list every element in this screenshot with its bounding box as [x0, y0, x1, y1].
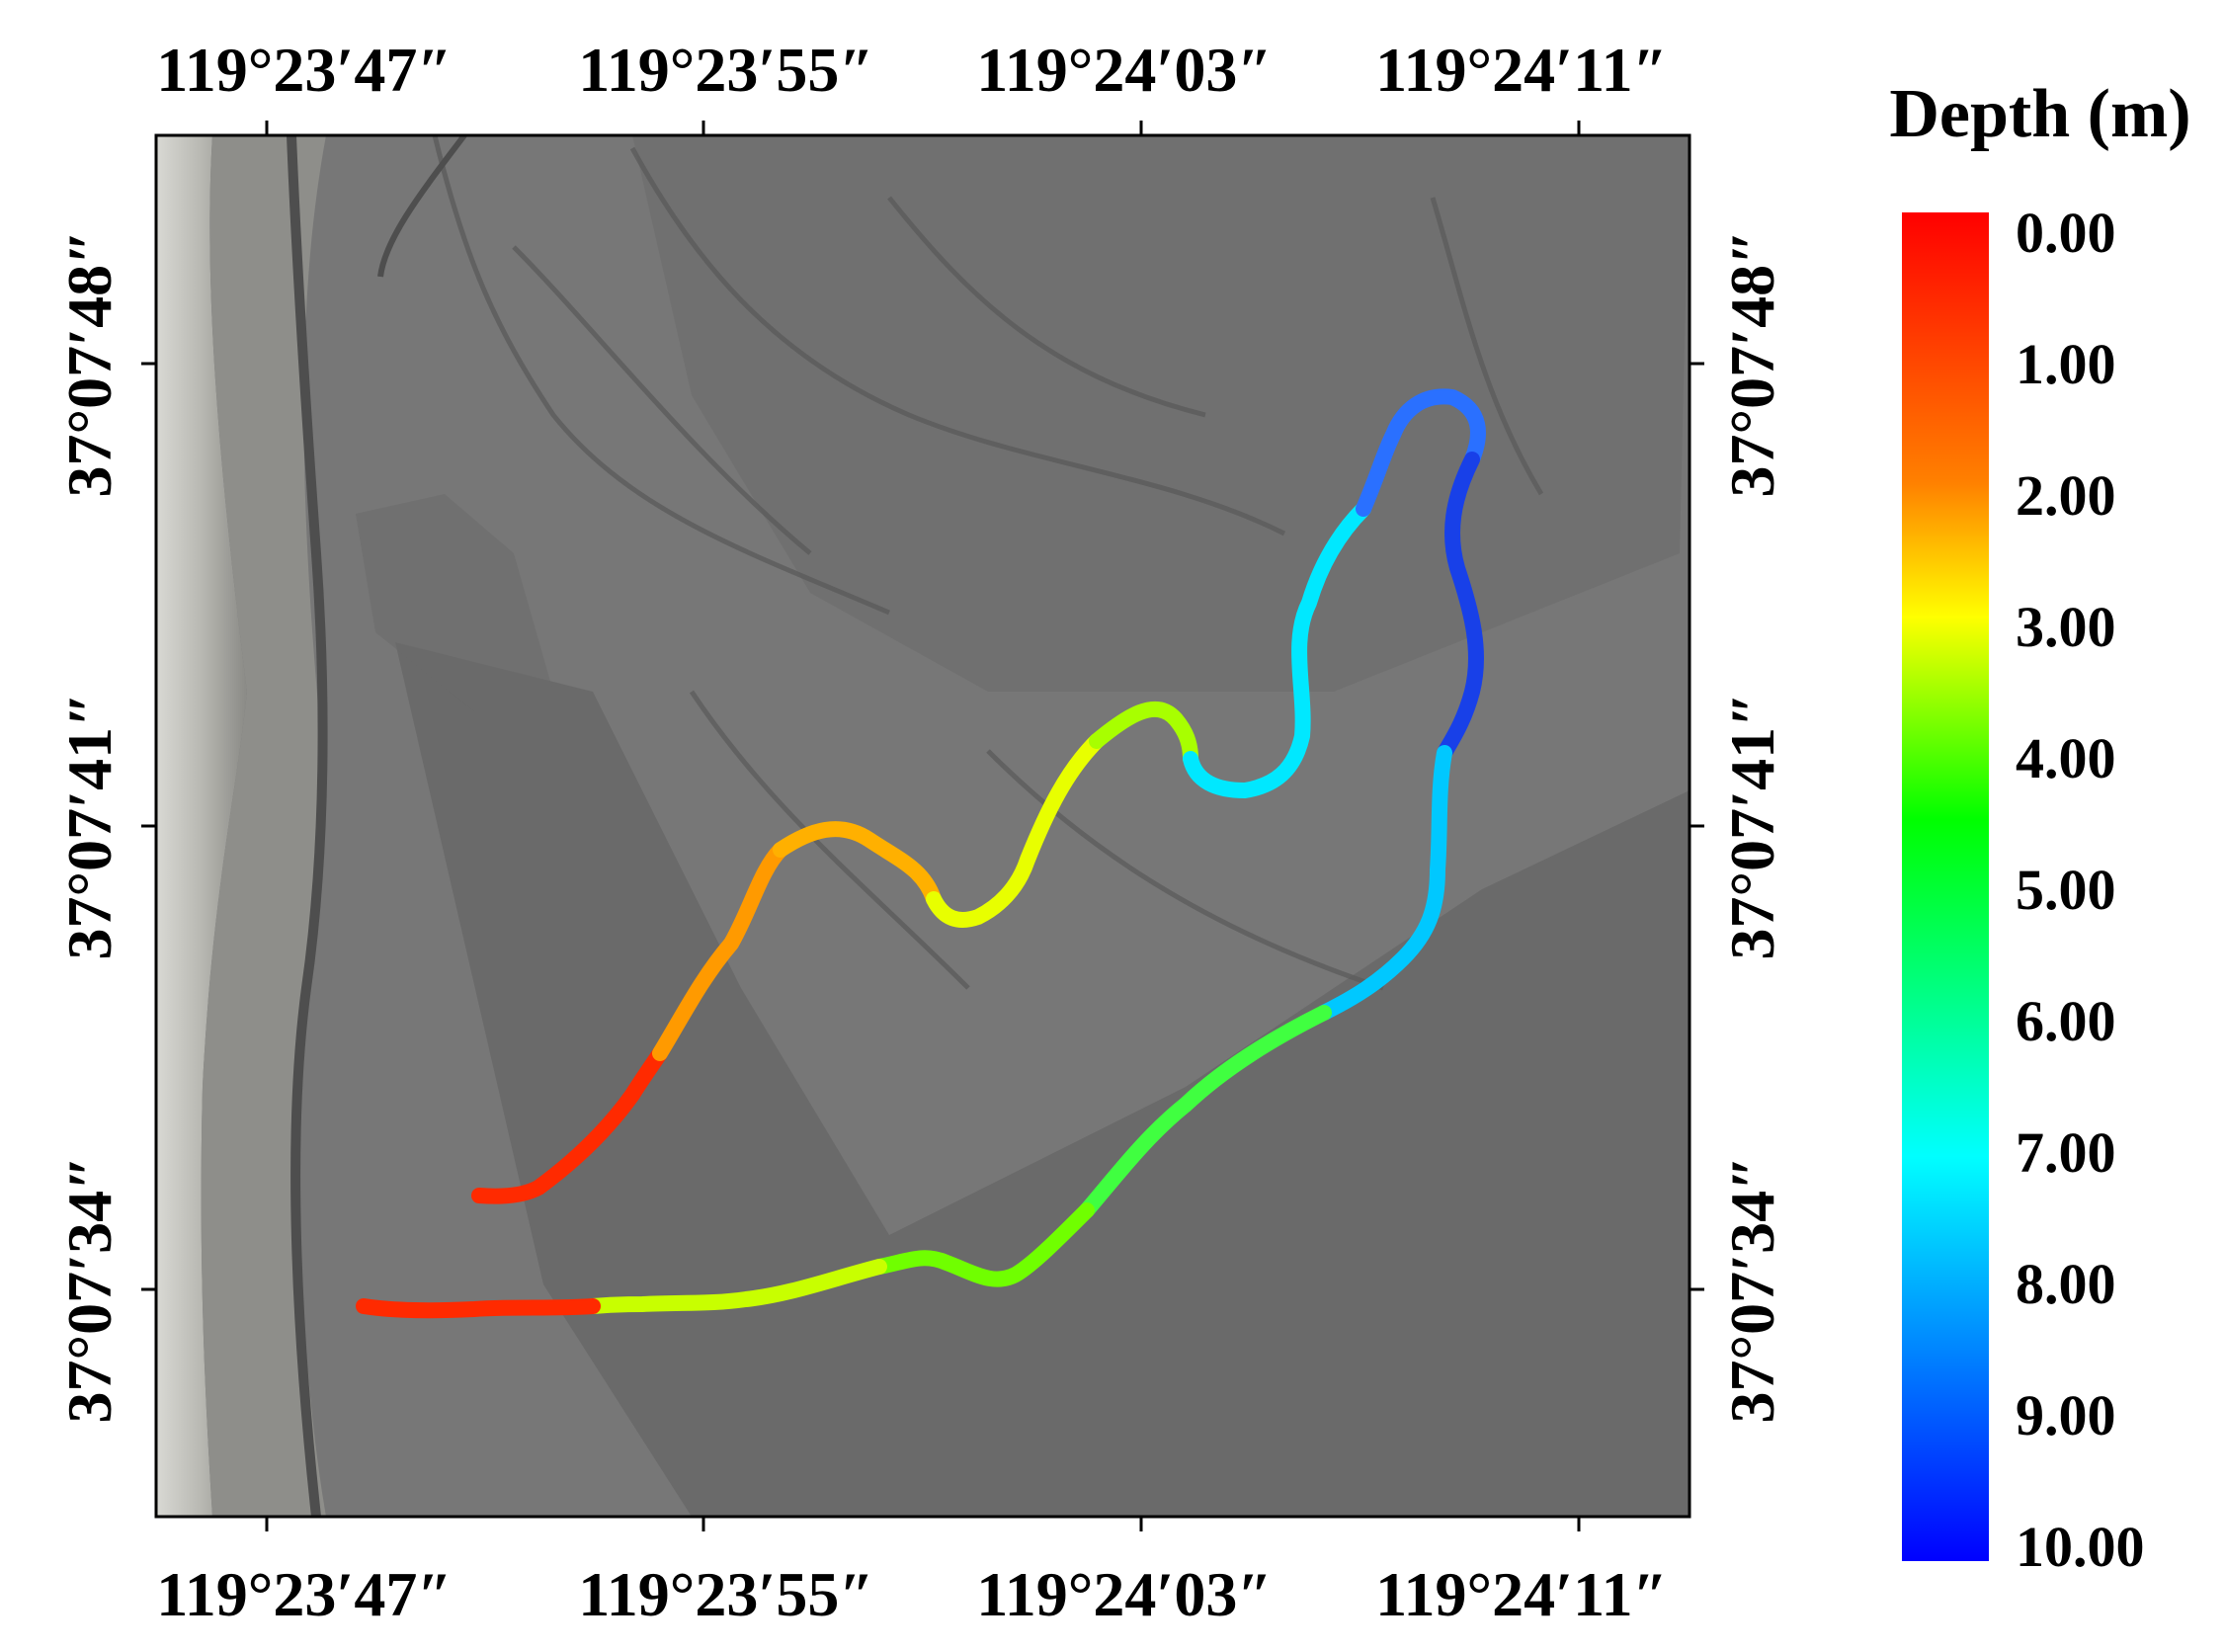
- legend-tick-label: 6.00: [2016, 989, 2116, 1053]
- legend-tick-label: 9.00: [2016, 1383, 2116, 1447]
- channel-lines: [432, 135, 1544, 991]
- top-longitude-labels: 119°23′47″ 119°23′55″ 119°24′03″ 119°24′…: [156, 35, 1668, 105]
- track-segment-shallow-end: [356, 1298, 601, 1319]
- map-ticks: [141, 121, 1704, 1531]
- legend-tick-label: 2.00: [2016, 463, 2116, 528]
- tidal-channel-region: [415, 135, 1689, 692]
- left-latitude-labels: 37°07′48″ 37°07′41″ 37°07′34″: [54, 230, 124, 1424]
- shoreline-sand: [156, 135, 247, 1517]
- bottom-lon-label-2: 119°23′55″: [578, 1559, 873, 1629]
- legend-tick-label: 7.00: [2016, 1120, 2116, 1185]
- legend-title: Depth (m): [1889, 76, 2190, 152]
- track-segment-green-diagonal: [1079, 1005, 1332, 1218]
- legend-tick-label: 3.00: [2016, 595, 2116, 659]
- legend-tick-label: 0.00: [2016, 201, 2116, 265]
- legend-tick-label: 4.00: [2016, 726, 2116, 790]
- right-lat-label-1: 37°07′48″: [1717, 230, 1787, 498]
- track-segment-green-lower: [871, 1202, 1095, 1287]
- bottom-longitude-labels: 119°23′47″ 119°23′55″ 119°24′03″ 119°24′…: [156, 1559, 1668, 1629]
- depth-legend: Depth (m) 0.00 1.00 2.00 3.00 4.00 5.00 6.00 7.…: [1889, 76, 2190, 1579]
- track-segment-yellow-lower: [585, 1259, 887, 1314]
- track-segment-orange-yellow: [773, 821, 942, 907]
- left-lat-label-3: 37°07′34″: [54, 1156, 124, 1424]
- top-lon-label-4: 119°24′11″: [1375, 35, 1668, 105]
- shore-channel: [287, 135, 328, 1517]
- track-segment-shallow-start: [471, 1045, 668, 1204]
- top-lon-label-1: 119°23′47″: [156, 35, 452, 105]
- right-lat-label-2: 37°07′41″: [1717, 693, 1787, 960]
- legend-tick-labels: 0.00 1.00 2.00 3.00 4.00 5.00 6.00 7.00 8.00 9.00…: [2016, 201, 2145, 1579]
- track-segment-blue-top: [1356, 388, 1486, 517]
- left-lat-label-2: 37°07′41″: [54, 693, 124, 960]
- track-segment-deep-blue: [1437, 452, 1484, 761]
- track-segment-cyan-down: [1316, 745, 1452, 1021]
- track-segment-orange: [652, 842, 788, 1061]
- bottom-lon-label-1: 119°23′47″: [156, 1559, 452, 1629]
- shore-channel: [377, 135, 467, 278]
- legend-tick-label: 1.00: [2016, 332, 2116, 396]
- top-lon-label-3: 119°24′03″: [976, 35, 1272, 105]
- right-lat-label-3: 37°07′34″: [1717, 1156, 1787, 1424]
- top-lon-label-2: 119°23′55″: [578, 35, 873, 105]
- track-segment-yellow-green: [1089, 702, 1198, 767]
- legend-tick-label: 10.00: [2016, 1515, 2145, 1579]
- bottom-lon-label-3: 119°24′03″: [976, 1559, 1272, 1629]
- left-lat-label-1: 37°07′48″: [54, 230, 124, 498]
- tidal-channel-region: [356, 494, 553, 711]
- legend-colorbar: [1902, 212, 1989, 1561]
- track-segment-yellow: [926, 733, 1105, 928]
- survey-track: [356, 388, 1486, 1319]
- legend-tick-label: 8.00: [2016, 1252, 2116, 1316]
- legend-tick-label: 5.00: [2016, 858, 2116, 922]
- right-latitude-labels: 37°07′48″ 37°07′41″ 37°07′34″: [1717, 230, 1787, 1424]
- track-segment-cyan-loop: [1183, 501, 1371, 798]
- bottom-lon-label-4: 119°24′11″: [1375, 1559, 1668, 1629]
